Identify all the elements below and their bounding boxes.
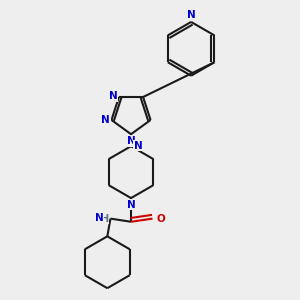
- Text: O: O: [156, 214, 165, 224]
- Text: N: N: [187, 11, 196, 20]
- Text: N: N: [95, 213, 103, 223]
- Text: N: N: [134, 141, 142, 151]
- Text: H: H: [100, 214, 108, 224]
- Text: N: N: [101, 115, 110, 125]
- Text: N: N: [127, 136, 135, 146]
- Text: N: N: [127, 200, 135, 210]
- Text: N: N: [109, 92, 117, 101]
